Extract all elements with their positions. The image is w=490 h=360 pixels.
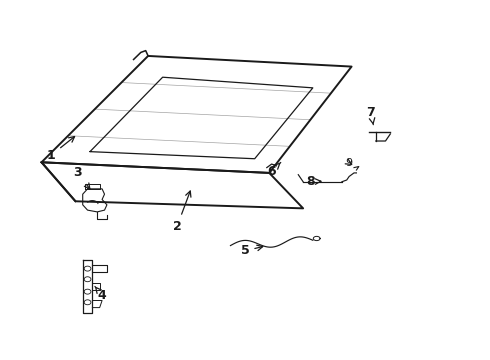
Text: 7: 7 [367, 106, 375, 125]
Text: 1: 1 [47, 136, 74, 162]
Text: 9: 9 [345, 158, 353, 168]
Text: 8: 8 [306, 175, 321, 188]
Text: 4: 4 [95, 287, 106, 302]
Text: 2: 2 [173, 191, 191, 233]
Text: 6: 6 [268, 162, 281, 177]
Text: 3: 3 [74, 166, 90, 189]
Text: 5: 5 [241, 244, 263, 257]
